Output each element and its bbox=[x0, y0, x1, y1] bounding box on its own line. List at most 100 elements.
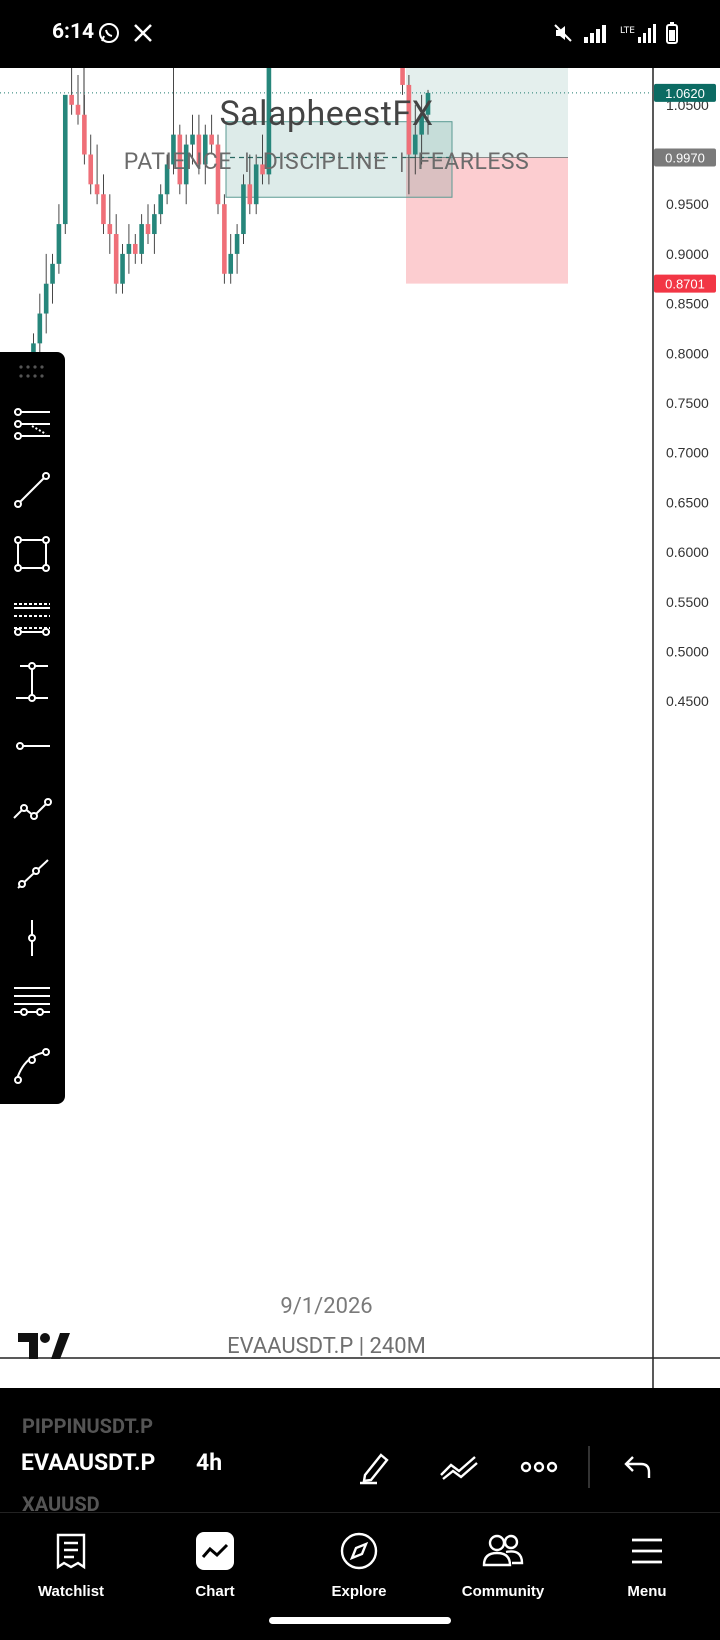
tradingview-logo-icon bbox=[18, 1333, 70, 1363]
candle-body bbox=[43, 283, 49, 314]
nav-explore[interactable]: Explore bbox=[304, 1523, 414, 1600]
candle-body bbox=[209, 134, 214, 145]
candle-body bbox=[253, 164, 259, 205]
candle-body bbox=[266, 68, 272, 175]
fib-channel-icon[interactable] bbox=[8, 594, 56, 642]
entry-price-label-bg bbox=[654, 148, 716, 167]
candle-body bbox=[82, 114, 87, 155]
watermark-date: 9/1/2026 bbox=[280, 1294, 373, 1319]
chart-background bbox=[0, 68, 720, 1388]
rectangle-icon[interactable] bbox=[8, 530, 56, 578]
undo-icon[interactable] bbox=[615, 1444, 661, 1490]
candle-body bbox=[419, 114, 424, 135]
chart-icon bbox=[160, 1523, 270, 1579]
long-position-icon[interactable] bbox=[8, 658, 56, 706]
watermark-symbol: EVAAUSDT.P | 240M bbox=[227, 1334, 426, 1359]
nav-explore-label: Explore bbox=[331, 1583, 387, 1600]
last-price-label-bg bbox=[654, 83, 716, 102]
watermark-subtitle: PATIENCE | DISCIPLINE | FEARLESS bbox=[123, 148, 530, 175]
drawing-toolbar bbox=[0, 352, 65, 1104]
candle-body bbox=[241, 184, 246, 235]
candle-body bbox=[247, 184, 253, 205]
price-tick-label: 0.6000 bbox=[666, 544, 709, 560]
candle-body bbox=[152, 214, 157, 235]
x-icon bbox=[132, 22, 154, 48]
home-indicator[interactable] bbox=[269, 1617, 451, 1624]
candle-body bbox=[50, 263, 55, 284]
trend-line-icon[interactable] bbox=[8, 466, 56, 514]
indicators-icon[interactable] bbox=[436, 1444, 482, 1490]
lte-icon: LTE bbox=[620, 23, 656, 47]
candle-body bbox=[132, 243, 138, 254]
nav-menu-label: Menu bbox=[627, 1583, 667, 1600]
nav-community[interactable]: Community bbox=[448, 1523, 558, 1600]
fib-retracement-icon[interactable] bbox=[8, 402, 56, 450]
candle-body bbox=[412, 134, 418, 155]
mute-icon bbox=[552, 22, 574, 48]
watchlist-icon bbox=[16, 1523, 126, 1579]
price-tick-label: 0.7500 bbox=[666, 395, 709, 411]
price-tick-label: 0.5000 bbox=[666, 644, 709, 660]
candle-body bbox=[425, 92, 431, 115]
candlestick-chart[interactable]: 1.75001.70001.65001.60001.55001.50001.45… bbox=[0, 68, 720, 1388]
symbol-bar: PIPPINUSDT.P EVAAUSDT.P XAUUSD 4h bbox=[0, 1414, 720, 1516]
menu-icon bbox=[592, 1523, 702, 1579]
watermark-title: SalapheestFX bbox=[219, 94, 434, 134]
price-tick-label: 0.5500 bbox=[666, 594, 709, 610]
candle-body bbox=[120, 253, 125, 284]
symbol-selector[interactable]: EVAAUSDT.P bbox=[21, 1449, 156, 1476]
candle-body bbox=[228, 253, 234, 274]
status-bar: 6:14 LTE bbox=[0, 0, 720, 68]
more-icon[interactable] bbox=[516, 1444, 562, 1490]
whatsapp-icon bbox=[98, 22, 120, 48]
horizontal-line-icon[interactable] bbox=[8, 722, 56, 770]
vertical-line-icon[interactable] bbox=[8, 914, 56, 962]
candle-body bbox=[177, 134, 183, 185]
nav-community-label: Community bbox=[461, 1583, 545, 1600]
nav-watchlist-label: Watchlist bbox=[37, 1583, 105, 1600]
price-tick-label: 0.7000 bbox=[666, 445, 709, 461]
nav-menu[interactable]: Menu bbox=[592, 1523, 702, 1600]
nav-watchlist[interactable]: Watchlist bbox=[16, 1523, 126, 1600]
price-tick-label: 0.9500 bbox=[666, 196, 709, 212]
candle-body bbox=[215, 144, 221, 205]
candle-body bbox=[158, 194, 164, 215]
candle-body bbox=[171, 134, 176, 165]
candle-body bbox=[101, 194, 106, 225]
price-tick-label: 0.6500 bbox=[666, 494, 709, 510]
price-tick-label: 0.8500 bbox=[666, 296, 709, 312]
svg-text:LTE: LTE bbox=[620, 26, 635, 36]
candle-body bbox=[126, 243, 132, 254]
prev-symbol[interactable]: PIPPINUSDT.P bbox=[22, 1414, 154, 1438]
price-tick-label: 0.4500 bbox=[666, 693, 709, 709]
price-tick-label: 0.9000 bbox=[666, 246, 709, 262]
divider bbox=[588, 1446, 590, 1488]
nav-chart-label: Chart bbox=[195, 1583, 235, 1600]
chart-area[interactable]: 1.75001.70001.65001.60001.55001.50001.45… bbox=[0, 68, 720, 1388]
drag-handle-icon[interactable] bbox=[18, 364, 46, 384]
candle-body bbox=[94, 184, 100, 195]
candle-body bbox=[88, 154, 94, 185]
signal-icon bbox=[584, 23, 610, 47]
candle-body bbox=[107, 224, 113, 235]
candle-body bbox=[222, 204, 227, 274]
ray-icon[interactable] bbox=[8, 850, 56, 898]
candle-body bbox=[37, 313, 43, 344]
candle-body bbox=[62, 94, 68, 225]
pencil-icon[interactable] bbox=[352, 1444, 398, 1490]
status-time: 6:14 bbox=[52, 20, 95, 44]
demand-zone bbox=[225, 121, 453, 198]
stop-price-label: 0.8701 bbox=[665, 277, 705, 292]
curve-icon[interactable] bbox=[8, 1042, 56, 1090]
nav-chart[interactable]: Chart bbox=[160, 1523, 270, 1600]
candle-body bbox=[145, 224, 151, 235]
last-price-label: 1.0620 bbox=[665, 86, 705, 101]
candle-body bbox=[139, 224, 144, 254]
candle-body bbox=[190, 134, 195, 145]
path-icon[interactable] bbox=[8, 786, 56, 834]
candle-body bbox=[69, 94, 74, 105]
pitchfork-icon[interactable] bbox=[8, 978, 56, 1026]
interval-selector[interactable]: 4h bbox=[196, 1449, 223, 1476]
stop-price-label-bg bbox=[654, 274, 716, 293]
candle-body bbox=[75, 104, 81, 115]
